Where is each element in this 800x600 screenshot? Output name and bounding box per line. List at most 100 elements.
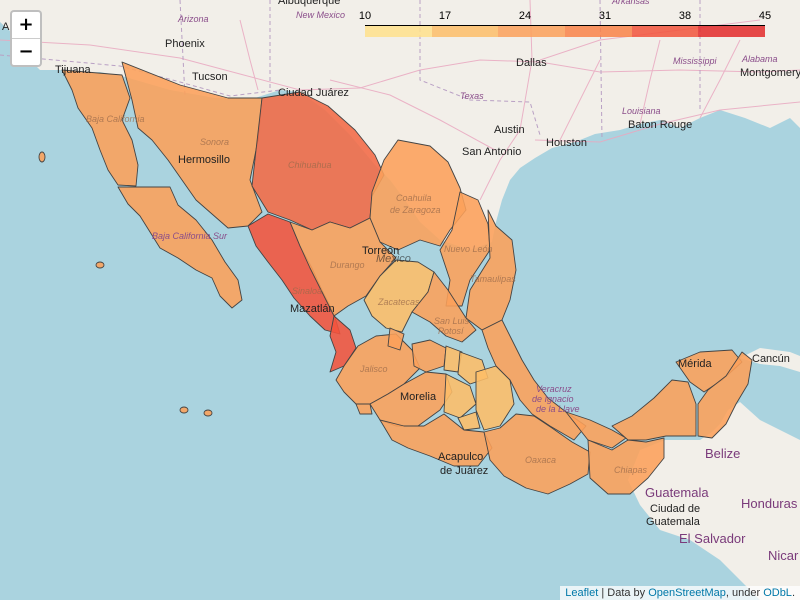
label-city: Mazatlán [290,303,335,315]
legend-color-bar [365,26,766,37]
label-region: Mississippi [673,56,718,66]
label-region: Potosí [438,326,465,336]
label-city: Ciudad de [650,503,700,515]
label-city: Cancún [752,353,790,365]
legend-swatch [498,26,566,37]
state-nuevo-leon[interactable] [439,191,491,307]
zoom-in-button[interactable]: + [18,14,34,35]
legend-swatch [698,26,766,37]
label-city: Phoenix [165,38,205,50]
legend-tick-label: 45 [758,10,772,22]
label-region: Sinaloa [292,286,322,296]
state-campeche[interactable] [611,379,697,441]
label-city: Acapulco [438,451,483,463]
label-region: Texas [460,91,484,101]
label-country: Guatemala [645,485,709,500]
label-country: Honduras [741,496,798,511]
attribution-text: , under [725,587,764,599]
label-city: Baton Rouge [628,119,692,131]
label-region: Chiapas [614,465,648,475]
legend-tick-label: 31 [598,10,612,22]
state-san-luis-potosi[interactable] [411,271,477,343]
label-region: Arkansas [611,0,650,6]
label-region: Arizona [177,14,209,24]
label-city: Tucson [192,71,228,83]
label-region: Alabama [741,54,778,64]
state-morelos[interactable] [457,411,481,431]
label-city: Guatemala [646,516,701,528]
legend-tick-label: 10 [358,10,372,22]
label-city: Ciudad Juárez [278,87,349,99]
mexico-states[interactable] [38,61,753,495]
label-region: San Luis [434,316,470,326]
label-region: Coahuila [396,193,432,203]
label-city: Torreón [362,245,399,257]
label-city: Dallas [516,57,547,69]
legend-swatch [365,26,432,37]
label-region: Tamaulipas [470,274,516,284]
label-region: Durango [330,260,365,270]
cuba-landmass [740,348,800,372]
label-country: El Salvador [679,531,746,546]
label-city: Mérida [678,358,713,370]
legend-tick-label: 24 [518,10,532,22]
attribution-text: | Data by [598,587,649,599]
state-nayarit[interactable] [329,315,357,373]
state-veracruz[interactable] [481,319,587,441]
label-country: Nicar [768,548,799,563]
central-america-landmass [628,402,800,600]
attribution-text: . [791,587,795,599]
zoom-out-button[interactable]: − [12,38,40,65]
label-country: Belize [705,446,740,461]
label-region: Nuevo León [444,244,493,254]
label-region: de la Llave [536,404,580,414]
leaflet-link[interactable]: Leaflet [565,587,599,599]
label-region: Chihuahua [288,160,332,170]
label-city: de Juárez [440,465,488,477]
label-region: de Ignacio [532,394,574,404]
label-region: Veracruz [536,384,572,394]
label-city: Albuquerque [278,0,340,7]
basemap-borders [0,0,701,141]
label-region: Louisiana [622,106,661,116]
state-aguascalientes[interactable] [387,327,405,351]
attribution: Leaflet | Data by OpenStreetMap, under O… [560,586,800,600]
state-mexico[interactable] [443,373,477,419]
label-city: San Antonio [462,146,521,158]
label-city: Hermosillo [178,154,230,166]
label-region: Zacatecas [377,297,420,307]
odbl-link[interactable]: ODbL [763,587,792,599]
osm-link[interactable]: OpenStreetMap [648,587,726,599]
state-colima[interactable] [355,403,373,415]
state-baja-california-sur[interactable] [117,186,243,309]
legend-swatch [565,26,632,37]
label-region: Oaxaca [525,455,556,465]
label-region: New Mexico [296,10,345,20]
state-quintana-roo[interactable] [697,351,753,439]
legend-swatch [631,26,699,37]
label-region: Baja California [86,114,145,124]
state-chiapas[interactable] [587,437,665,495]
zoom-control: + − [10,10,42,67]
state-guanajuato[interactable] [411,339,447,373]
legend-tick-label: 17 [438,10,452,22]
label-region: Sonora [200,137,229,147]
state-sonora[interactable] [121,61,263,229]
basemap-labels: Angeles Albuquerque Phoenix Tucson Ciuda… [2,0,800,563]
state-baja-california[interactable] [61,69,139,187]
label-region: Jalisco [359,364,388,374]
label-region: de Zaragoza [390,205,441,215]
legend-swatch [431,26,499,37]
us-landmass [0,0,800,250]
label-city: Houston [546,137,587,149]
label-region: Baja California Sur [152,231,228,241]
label-city: Tijuana [55,64,92,76]
label-city: Montgomery [740,67,800,79]
legend-ticks: 10 17 24 31 38 45 [359,10,771,26]
legend-tick-label: 38 [678,10,692,22]
label-city: Mexico [376,253,411,265]
label-city: Morelia [400,391,437,403]
color-legend: 10 17 24 31 38 45 [359,10,771,37]
